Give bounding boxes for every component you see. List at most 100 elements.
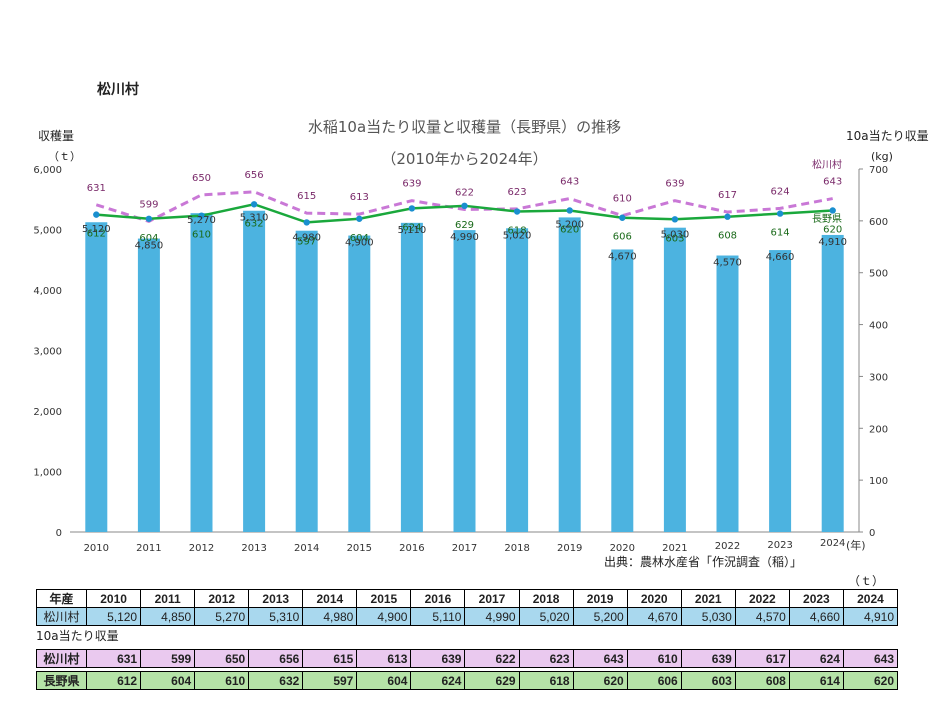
right-tick-label: 300	[869, 372, 888, 383]
nagano-point-2015	[356, 215, 363, 222]
harvest-table-data-row: 松川村 5,120 4,850 5,270 5,310 4,980 4,900 5,110 4…	[35, 607, 899, 626]
nagano-point-2022	[724, 213, 731, 220]
source-note: 出典：農林水産省「作況調査（稲）」	[604, 555, 803, 569]
right-tick-label: 400	[869, 321, 888, 332]
year-header-2019: 2019	[572, 589, 628, 608]
left-tick-label: 3,000	[33, 347, 62, 358]
yield-cell: 604	[140, 671, 196, 690]
x-tick-label: 2019	[557, 543, 582, 554]
year-header-2023: 2023	[788, 589, 844, 608]
yield-cell: 610	[626, 649, 682, 668]
nagano-point-2021	[671, 216, 679, 223]
bar-2015	[348, 235, 371, 533]
right-tick-label: 700	[869, 165, 888, 176]
bar-2018	[506, 228, 529, 533]
bar-value-label: 4,570	[713, 258, 742, 269]
year-header-2020: 2020	[626, 589, 682, 608]
harvest-table-header-row: 年産 2010 2011 2012 2013 2014 2015 2016 2017 2018 2…	[35, 589, 899, 608]
matsukawa-yield-label: 639	[665, 179, 684, 190]
year-header-2011: 2011	[140, 589, 196, 608]
bar-value-label: 4,850	[135, 241, 164, 252]
bar-2011	[137, 238, 160, 532]
village-title: 松川村	[97, 82, 139, 98]
year-header-2024: 2024	[842, 589, 899, 608]
bar-2019	[558, 217, 581, 532]
x-tick-label: 2018	[504, 543, 529, 554]
year-header-2010: 2010	[86, 589, 142, 608]
matsukawa-yield-label: 623	[508, 187, 527, 198]
left-tick-label: 5,000	[33, 226, 62, 237]
bar-2023	[769, 250, 792, 532]
right-tick-label: 200	[869, 424, 888, 435]
bar-value-label: 5,110	[398, 225, 427, 236]
right-tick-label: 600	[869, 217, 888, 228]
yield-cell: 604	[356, 671, 412, 690]
x-tick-label: 2020	[610, 543, 635, 554]
yield-cell: 618	[518, 671, 574, 690]
yield-harvest-chart: 水稲10a当たり収量と収穫量（長野県）の推移 （2010年から2024年） 収穫量 （…	[33, 118, 928, 554]
yield-cell: 622	[464, 649, 520, 668]
harvest-cell: 5,110	[410, 607, 466, 626]
yield-cell: 624	[788, 649, 844, 668]
yield-cell: 631	[86, 649, 142, 668]
bar-2014	[295, 230, 318, 532]
matsukawa-yield-label: 631	[87, 183, 106, 194]
matsukawa-yield-label: 656	[245, 170, 264, 181]
year-header-2013: 2013	[248, 589, 304, 608]
nagano-point-2017	[461, 202, 468, 210]
header-label: 年産	[35, 589, 88, 608]
nagano-yield-label: 629	[455, 220, 474, 231]
x-tick-label: 2014	[294, 543, 319, 554]
row-label: 松川村	[35, 649, 88, 668]
left-tick-label: 1,000	[33, 468, 62, 479]
harvest-cell: 5,310	[248, 607, 304, 626]
yield-cell: 617	[734, 649, 790, 668]
nagano-point-2011	[145, 215, 153, 222]
left-tick-label: 4,000	[33, 286, 62, 297]
bar-value-label: 5,120	[82, 224, 111, 235]
year-header-2012: 2012	[194, 589, 250, 608]
x-tick-label: 2013	[241, 543, 266, 554]
harvest-cell: 5,030	[680, 607, 736, 626]
matsukawa-yield-label: 622	[455, 187, 474, 198]
year-header-2014: 2014	[302, 589, 358, 608]
x-tick-label: 2022	[715, 541, 740, 552]
harvest-cell: 5,200	[572, 607, 628, 626]
bar-value-label: 4,900	[345, 238, 374, 249]
bar-2016	[400, 222, 423, 532]
nagano-point-2012	[198, 212, 205, 219]
right-axis-unit: (kg)	[871, 150, 893, 163]
harvest-cell: 4,570	[734, 607, 790, 626]
left-axis-unit: （ｔ）	[48, 150, 81, 163]
bar-value-label: 5,310	[240, 213, 269, 224]
year-header-2015: 2015	[356, 589, 412, 608]
harvest-table: 年産 2010 2011 2012 2013 2014 2015 2016 2017 2018 2…	[35, 589, 899, 626]
row-label: 長野県	[35, 671, 88, 690]
nagano-yield-label: 620	[823, 224, 842, 235]
row-label: 松川村	[35, 607, 88, 626]
matsukawa-yield-label: 643	[823, 177, 842, 188]
year-header-2017: 2017	[464, 589, 520, 608]
harvest-cell: 4,670	[626, 607, 682, 626]
x-tick-label: 2023	[767, 540, 792, 551]
nagano-yield-label: 614	[771, 228, 790, 239]
nagano-yield-label: 606	[613, 232, 632, 243]
yield-cell: 620	[572, 671, 628, 690]
yield-cell: 599	[140, 649, 196, 668]
yield-cell: 623	[518, 649, 574, 668]
year-header-2016: 2016	[410, 589, 466, 608]
nagano-yield-label: 632	[245, 218, 264, 229]
harvest-cell: 5,020	[518, 607, 574, 626]
x-tick-label: 2021	[662, 543, 687, 554]
yield-cell: 629	[464, 671, 520, 690]
x-axis-unit: (年)	[846, 538, 866, 552]
nagano-yield-label: 624	[402, 222, 421, 233]
nagano-point-2019	[566, 207, 573, 214]
yield-cell: 615	[302, 649, 358, 668]
left-tick-label: 0	[56, 528, 62, 539]
nagano-yield-label: 620	[560, 224, 579, 235]
nagano-point-2016	[408, 205, 416, 212]
nagano-yield-label: 608	[718, 231, 737, 242]
matsukawa-yield-label: 643	[560, 177, 579, 188]
yield-cell: 603	[680, 671, 736, 690]
